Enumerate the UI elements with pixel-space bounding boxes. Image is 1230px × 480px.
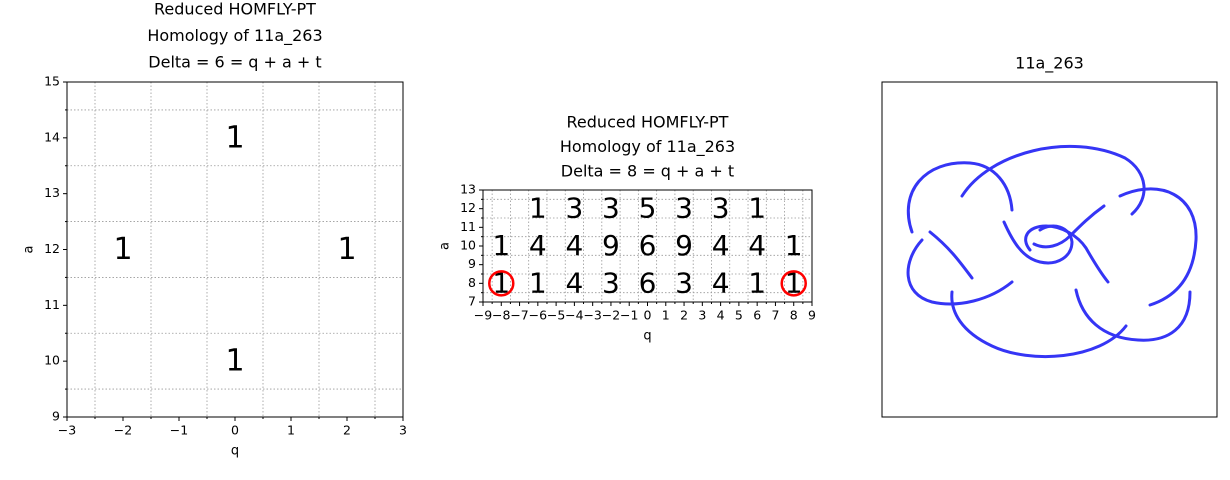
x-tick-label: 8 [790,308,798,323]
x-tick-label: −2 [602,308,620,323]
knot-strand [1118,187,1198,307]
x-tick-label: −2 [114,423,132,438]
y-tick-label: 10 [460,238,476,253]
knot-strand [906,238,1014,306]
x-axis-label: q [643,329,651,344]
cell-value: 4 [712,266,730,299]
x-tick-label: 1 [287,423,295,438]
cell-value: 3 [712,192,730,225]
x-tick-label: 5 [735,308,743,323]
knot-strand [928,230,974,280]
y-tick-label: 12 [460,200,476,215]
cell-value: 3 [565,192,583,225]
chart-title: Reduced HOMFLY-PT [154,0,316,19]
cell-value: 1 [748,266,766,299]
x-tick-label: 2 [343,423,351,438]
knot-strand [950,290,1128,359]
cell-value: 1 [337,232,356,267]
cell-value: 1 [529,192,547,225]
cell-value: 1 [225,344,244,379]
knot-strand [960,144,1146,216]
cell-value: 9 [675,229,693,262]
x-tick-label: −3 [58,423,76,438]
y-axis-label: a [22,246,37,254]
cell-value: 5 [639,192,657,225]
y-tick-label: 12 [44,241,60,256]
knot-strand [906,161,1014,234]
cell-value: 1 [492,266,510,299]
cell-value: 1 [529,266,547,299]
y-tick-label: 13 [44,185,60,200]
chart-title: 11a_263 [1015,54,1084,74]
subplot: Reduced HOMFLY-PT Homology of 11a_263 Delt… [22,0,407,459]
y-tick-label: 9 [468,256,476,271]
cell-value: 1 [748,192,766,225]
y-tick-label: 8 [468,275,476,290]
chart-title: Homology of 11a_263 [147,26,322,46]
x-tick-label: −8 [492,308,510,323]
x-tick-label: 1 [662,308,670,323]
cell-value: 4 [748,229,766,262]
y-tick-label: 10 [44,353,60,368]
knot-strand [1024,224,1110,284]
chart-title: Delta = 6 = q + a + t [148,53,321,72]
x-tick-label: 4 [717,308,725,323]
x-tick-label: −6 [529,308,547,323]
cell-value: 1 [492,229,510,262]
cell-value: 3 [602,192,620,225]
x-tick-label: −1 [170,423,188,438]
x-tick-label: −1 [620,308,638,323]
y-tick-label: 11 [44,297,60,312]
highlight-circle [488,270,515,297]
x-tick-label: 9 [808,308,816,323]
x-tick-label: −5 [547,308,565,323]
cell-value: 3 [675,192,693,225]
x-tick-label: 2 [680,308,688,323]
knot-frame [881,81,1218,418]
knot-strand [1074,288,1192,342]
knot-strand [1032,204,1106,249]
y-tick-label: 15 [44,74,60,89]
x-tick-label: −7 [510,308,528,323]
chart-title: Reduced HOMFLY-PT [567,113,729,132]
cell-value: 1 [785,229,803,262]
x-tick-label: 7 [771,308,779,323]
y-axis-label: a [438,242,453,250]
y-tick-label: 11 [460,219,476,234]
x-tick-label: 3 [399,423,407,438]
x-tick-label: 0 [231,423,239,438]
cell-value: 4 [565,266,583,299]
y-tick-label: 7 [468,294,476,309]
x-tick-label: −4 [565,308,583,323]
x-tick-label: 6 [753,308,761,323]
y-tick-label: 9 [52,409,60,424]
cell-value: 4 [529,229,547,262]
cell-value: 4 [565,229,583,262]
highlight-circle [780,270,807,297]
x-tick-label: 3 [698,308,706,323]
chart-title: Homology of 11a_263 [560,137,735,157]
cell-value: 6 [639,266,657,299]
cell-value: 3 [675,266,693,299]
y-tick-label: 13 [460,182,476,197]
cell-value: 3 [602,266,620,299]
x-tick-label: −9 [474,308,492,323]
cell-value: 1 [113,232,132,267]
x-axis-label: q [231,444,239,459]
knot-drawing [881,81,1218,418]
cell-value: 1 [785,266,803,299]
subplot: Reduced HOMFLY-PT Homology of 11a_263 Delt… [438,113,817,344]
x-tick-label: −3 [583,308,601,323]
cell-value: 9 [602,229,620,262]
y-tick-label: 14 [44,129,60,144]
chart-title: Delta = 8 = q + a + t [561,162,734,181]
x-tick-label: 0 [644,308,652,323]
cell-value: 1 [225,120,244,155]
cell-value: 4 [712,229,730,262]
cell-value: 6 [639,229,657,262]
